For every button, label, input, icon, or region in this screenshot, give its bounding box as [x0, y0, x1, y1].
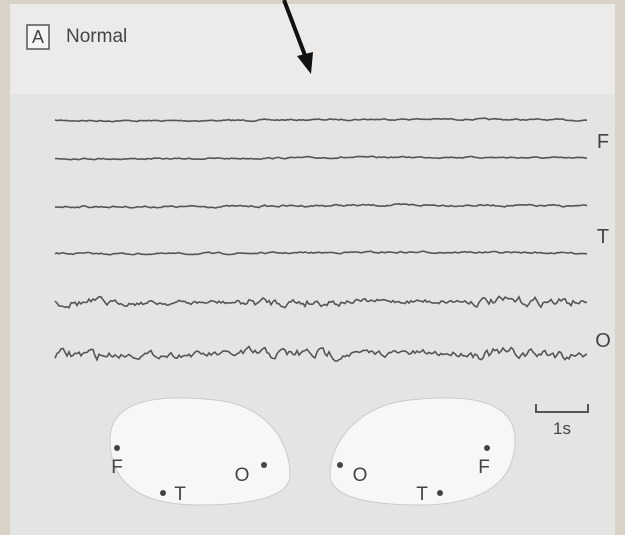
eeg-trace	[54, 117, 588, 123]
electrode-label: T	[416, 484, 428, 505]
eeg-trace	[54, 250, 588, 256]
electrode-label: F	[111, 457, 123, 478]
panel-header	[10, 4, 615, 94]
electrode	[484, 445, 490, 451]
brain-left	[109, 397, 291, 506]
electrode-label: T	[174, 484, 186, 505]
eeg-trace	[54, 155, 588, 161]
eeg-trace	[54, 202, 588, 209]
electrode	[437, 490, 443, 496]
panel-title: Normal	[66, 26, 127, 47]
scale-bar-label: 1s	[553, 419, 571, 438]
electrode	[114, 445, 120, 451]
electrode-label: O	[353, 465, 368, 486]
panel-label: A	[32, 27, 44, 47]
electrode	[337, 462, 343, 468]
arrow-head	[297, 52, 313, 74]
brain-right	[329, 397, 516, 506]
electrode-label: F	[478, 457, 490, 478]
channel-label: O	[595, 330, 611, 352]
electrode	[261, 462, 267, 468]
channel-label: T	[597, 226, 609, 248]
electrode	[160, 490, 166, 496]
panel-label-box	[26, 24, 50, 50]
eeg-trace	[54, 295, 588, 309]
traces	[54, 117, 588, 362]
electrode-label: O	[235, 465, 250, 486]
eeg-trace	[54, 345, 588, 362]
channel-label: F	[597, 131, 609, 153]
arrow-shaft	[282, 0, 308, 59]
scale-bar	[535, 404, 589, 413]
